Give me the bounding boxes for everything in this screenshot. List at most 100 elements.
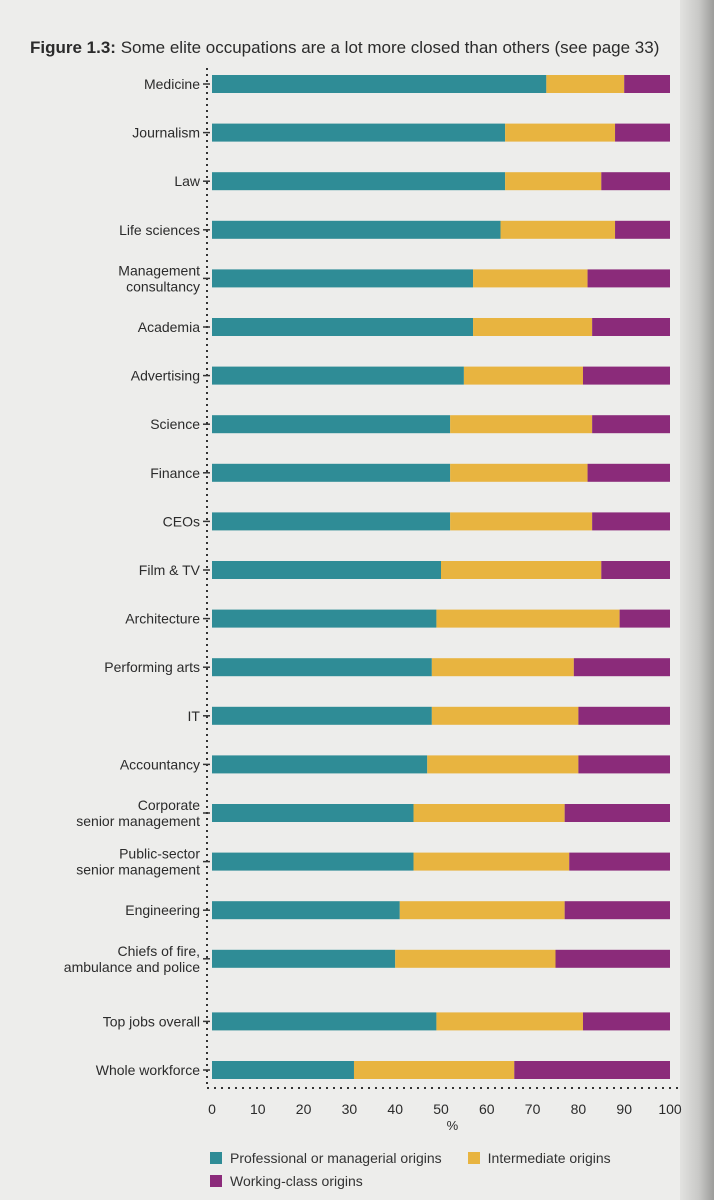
legend-item-working-class: Working-class origins xyxy=(210,1173,363,1189)
bar-segment-intermediate xyxy=(399,901,565,920)
legend-swatch-intermediate xyxy=(467,1152,480,1164)
page-edge-shadow xyxy=(680,0,714,1200)
category-label: consultancy xyxy=(126,278,200,294)
bar-segment-intermediate xyxy=(441,561,602,579)
bar-segment-intermediate xyxy=(436,609,620,628)
bar-segment-intermediate xyxy=(463,366,583,385)
category-label: Medicine xyxy=(144,76,200,92)
bar-segment-professional xyxy=(212,706,432,725)
category-label: CEOs xyxy=(163,513,200,529)
category-label: Law xyxy=(174,173,201,189)
bar-segment-professional xyxy=(212,269,474,288)
bar-segment-working-class xyxy=(564,901,670,920)
figure-caption: Some elite occupations are a lot more cl… xyxy=(120,38,660,57)
bar-segment-working-class xyxy=(582,1012,670,1031)
bar-segment-working-class xyxy=(624,75,670,93)
bar-segment-intermediate xyxy=(413,852,570,871)
bar-segment-intermediate xyxy=(546,75,625,93)
chart-legend: Professional or managerial origins Inter… xyxy=(210,1150,690,1196)
legend-item-professional: Professional or managerial origins xyxy=(210,1150,442,1166)
x-tick-label: 0 xyxy=(208,1101,216,1117)
bar-segment-working-class xyxy=(601,172,670,191)
bar-segment-working-class xyxy=(514,1061,670,1079)
bar-segment-working-class xyxy=(592,512,670,531)
bar-segment-working-class xyxy=(578,755,670,774)
bar-segment-working-class xyxy=(555,949,670,968)
x-tick-label: 60 xyxy=(479,1101,495,1117)
bar-segment-working-class xyxy=(569,852,670,871)
legend-swatch-working-class xyxy=(210,1175,222,1187)
category-label: Performing arts xyxy=(104,659,200,675)
category-label: Advertising xyxy=(131,368,200,384)
bar-segment-intermediate xyxy=(431,658,574,677)
bar-segment-intermediate xyxy=(353,1061,515,1079)
bar-segment-intermediate xyxy=(500,220,616,239)
bar-segment-working-class xyxy=(615,220,670,239)
bar-segment-professional xyxy=(212,949,396,968)
bar-segment-working-class xyxy=(578,706,670,725)
category-label: ambulance and police xyxy=(64,959,200,975)
x-tick-label: 30 xyxy=(342,1101,358,1117)
bar-segment-intermediate xyxy=(427,755,579,774)
bar-segment-professional xyxy=(212,658,432,677)
legend-swatch-professional xyxy=(210,1152,222,1164)
bar-segment-professional xyxy=(212,852,414,871)
bar-segment-professional xyxy=(212,220,501,239)
x-axis-label: % xyxy=(447,1118,459,1133)
bar-segment-professional xyxy=(212,609,437,628)
bar-segment-intermediate xyxy=(450,463,588,482)
category-label: Film & TV xyxy=(139,562,201,578)
bar-segment-professional xyxy=(212,561,441,579)
bar-segment-intermediate xyxy=(505,172,602,191)
legend-label-professional: Professional or managerial origins xyxy=(230,1150,442,1166)
bar-segment-intermediate xyxy=(413,804,565,822)
bar-segment-professional xyxy=(212,901,400,920)
x-tick-label: 10 xyxy=(250,1101,266,1117)
x-tick-label: 80 xyxy=(571,1101,587,1117)
bar-segment-working-class xyxy=(573,658,670,677)
bar-segment-professional xyxy=(212,366,464,385)
category-label: senior management xyxy=(76,862,200,878)
category-label: Accountancy xyxy=(120,756,200,772)
bar-segment-professional xyxy=(212,804,414,822)
bar-segment-professional xyxy=(212,75,547,93)
x-tick-label: 50 xyxy=(433,1101,449,1117)
category-label: Life sciences xyxy=(119,222,200,238)
bar-segment-professional xyxy=(212,1061,354,1079)
figure-title: Figure 1.3: Some elite occupations are a… xyxy=(30,38,700,58)
bar-segment-professional xyxy=(212,318,474,336)
category-label: Academia xyxy=(138,319,200,335)
bar-segment-intermediate xyxy=(450,512,593,531)
x-tick-label: 100 xyxy=(658,1101,682,1117)
x-tick-label: 90 xyxy=(616,1101,632,1117)
legend-item-intermediate: Intermediate origins xyxy=(467,1150,611,1166)
bar-segment-working-class xyxy=(601,561,670,579)
bar-segment-professional xyxy=(212,463,451,482)
bar-segment-working-class xyxy=(619,609,670,628)
category-label: Top jobs overall xyxy=(103,1013,200,1029)
bar-segment-intermediate xyxy=(450,415,593,434)
bar-segment-intermediate xyxy=(505,123,616,142)
category-label: Science xyxy=(150,416,200,432)
bar-segment-working-class xyxy=(592,318,670,336)
category-label: Management xyxy=(118,262,200,278)
bar-segment-professional xyxy=(212,172,506,191)
x-tick-label: 20 xyxy=(296,1101,312,1117)
legend-label-working-class: Working-class origins xyxy=(230,1173,363,1189)
category-label: Engineering xyxy=(125,902,200,918)
x-tick-label: 40 xyxy=(387,1101,403,1117)
legend-row-1: Professional or managerial origins Inter… xyxy=(210,1150,690,1166)
category-label: IT xyxy=(188,708,201,724)
bar-segment-working-class xyxy=(587,269,670,288)
bar-segment-working-class xyxy=(592,415,670,434)
category-label: Corporate xyxy=(138,797,200,813)
bar-segment-working-class xyxy=(615,123,670,142)
legend-row-2: Working-class origins xyxy=(210,1173,690,1189)
category-label: Architecture xyxy=(125,611,200,627)
category-label: Finance xyxy=(150,465,200,481)
bar-segment-intermediate xyxy=(473,318,593,336)
category-label: Public-sector xyxy=(119,846,200,862)
bar-segment-professional xyxy=(212,123,506,142)
category-label: Journalism xyxy=(132,125,200,141)
bar-segment-intermediate xyxy=(395,949,556,968)
